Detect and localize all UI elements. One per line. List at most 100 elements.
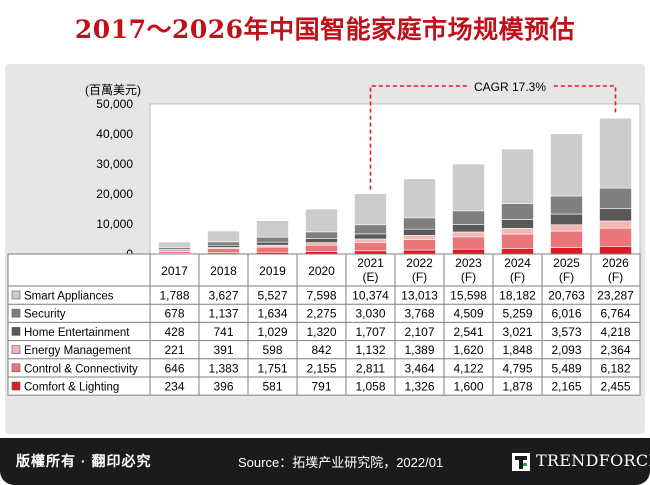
data-label: 6,016 [551,307,581,321]
data-label: 3,627 [208,289,238,303]
data-label: 2,811 [356,361,385,375]
data-label: 23,287 [597,289,634,303]
bar-segment [158,247,191,250]
data-label: 2,275 [306,307,336,321]
data-label: 7,598 [306,289,336,303]
x-tick-label: (F) [608,270,623,284]
y-tick-label: 40,000 [96,127,133,141]
data-label: 741 [213,325,233,339]
bar-segment [305,238,338,243]
bar-segment [403,249,436,255]
data-label: 842 [311,343,331,357]
x-tick-label: (F) [412,270,427,284]
y-tick-label: 10,000 [96,217,133,231]
bar-segment [452,236,485,250]
data-label: 1,634 [257,307,287,321]
data-label: 15,598 [450,289,487,303]
legend-swatch [11,381,21,391]
bar-segment [158,241,191,248]
data-label: 10,374 [352,289,389,303]
x-tick-label: 2025 [553,256,580,270]
bar-segment [550,247,583,255]
bar-segment [256,246,289,253]
data-label: 1,058 [355,380,385,394]
bar-segment [501,233,534,249]
x-tick-label: 2018 [210,264,237,278]
data-label: 391 [213,343,233,357]
chart-panel: (百萬美元)50,00040,00030,00020,00010,0000CAG… [5,64,645,434]
legend-swatch [11,327,21,336]
bar-segment [501,203,534,220]
data-label: 1,600 [453,380,483,394]
data-label: 221 [164,343,184,357]
x-tick-label: 2020 [308,264,335,278]
bar-segment [305,208,338,233]
data-table [7,253,641,396]
bar-segment [452,231,485,238]
data-label: 2,093 [551,343,581,357]
bar-segment [452,163,485,212]
data-label: 1,707 [355,325,385,339]
bar-segment [354,193,387,226]
bar-segment [599,117,632,189]
data-label: 598 [262,343,282,357]
bar-segment [599,246,632,255]
bar-segment [256,241,289,246]
data-label: 20,763 [548,289,585,303]
bar-segment [501,228,534,235]
data-label: 428 [164,325,184,339]
data-label: 1,132 [355,343,385,357]
data-label: 1,029 [257,325,287,339]
y-tick-label: 20,000 [96,187,133,201]
y-axis-label: (百萬美元) [85,83,141,97]
chart-title: 2017～2026年中国智能家庭市场规模预估 [74,15,576,44]
source-note: Source：拓墣产业研究院，2022/01 [238,455,444,470]
bar-segment [305,244,338,252]
data-label: 6,764 [600,307,630,321]
bar-segment [403,217,436,230]
legend-entry: Smart Appliances [24,291,114,303]
x-tick-label: 2017 [161,264,188,278]
data-label: 2,541 [453,325,483,339]
data-label: 1,326 [404,380,434,394]
y-tick-label: 50,000 [96,97,133,111]
data-label: 1,848 [502,343,532,357]
data-label: 1,320 [306,325,336,339]
bar-segment [305,242,338,246]
legend-entry: Control & Connectivity [24,363,138,375]
bar-segment [501,148,534,204]
stacked-bar-chart: (百萬美元)50,00040,00030,00020,00010,0000CAG… [7,77,641,396]
data-label: 1,878 [502,380,532,394]
bar-segment [354,242,387,252]
data-label: 3,021 [502,325,532,339]
bar-segment [452,210,485,225]
bar-segment [403,228,436,236]
data-label: 1,389 [404,343,434,357]
bar-segment [354,233,387,240]
legend-entry: Home Entertainment [24,327,130,339]
bar-segment [550,133,583,197]
data-label: 2,155 [306,361,336,375]
data-label: 2,364 [600,343,630,357]
data-label: 581 [262,380,282,394]
x-tick-label: (E) [363,270,379,284]
bar-segment [403,235,436,240]
data-label: 2,165 [551,380,581,394]
bar-segment [256,236,289,243]
bar-segment [305,231,338,239]
cagr-label-bg [469,77,551,95]
data-label: 1,620 [453,343,483,357]
bar-segment [599,220,632,229]
data-label: 13,013 [401,289,438,303]
x-tick-label: 2024 [504,256,531,270]
bar-segment [354,224,387,235]
bar-segment [403,239,436,251]
data-label: 5,527 [257,289,287,303]
data-label: 3,030 [355,307,385,321]
data-label: 5,489 [551,361,581,375]
bar-segment [354,238,387,243]
trendforce-logo-icon [512,453,530,471]
data-label: 396 [213,380,233,394]
data-label: 646 [164,361,184,375]
